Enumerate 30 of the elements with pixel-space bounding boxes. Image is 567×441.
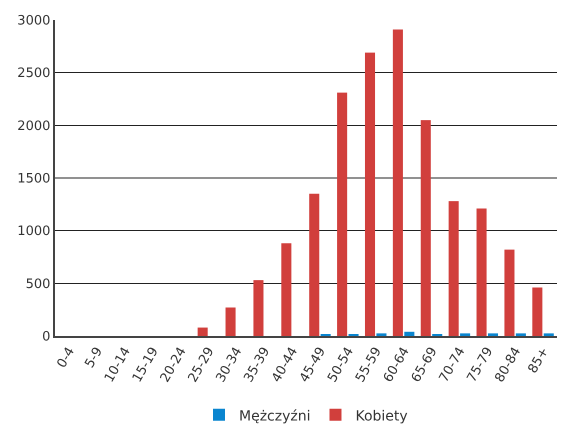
y-tick-label: 0	[42, 330, 50, 345]
bar	[460, 333, 470, 336]
bar	[337, 92, 348, 336]
bar	[392, 29, 403, 336]
y-tick-label: 2000	[17, 118, 50, 134]
bar	[504, 250, 514, 336]
bar	[404, 332, 414, 336]
bar	[281, 243, 292, 336]
bar	[488, 333, 498, 336]
bar	[198, 328, 208, 336]
bar	[364, 52, 376, 336]
y-tick-label: 3000	[17, 14, 50, 29]
bar	[226, 308, 236, 336]
y-tick-label: 500	[26, 276, 50, 292]
bar	[376, 333, 386, 336]
bar	[309, 194, 320, 336]
bar	[532, 288, 542, 336]
bar	[420, 120, 431, 336]
y-tick-label: 1500	[17, 172, 50, 187]
bar	[544, 333, 554, 336]
bar	[516, 333, 526, 336]
legend-label: Kobiety	[355, 408, 408, 424]
bar	[448, 201, 459, 336]
x-tick-label: 5-9	[82, 344, 106, 371]
legend-label: Mężczyźni	[239, 408, 310, 424]
x-tick-label: 0-4	[54, 344, 78, 371]
y-tick-label: 1000	[17, 224, 50, 240]
bar	[476, 208, 487, 336]
bar	[253, 280, 264, 336]
y-tick-label: 2500	[17, 66, 50, 82]
